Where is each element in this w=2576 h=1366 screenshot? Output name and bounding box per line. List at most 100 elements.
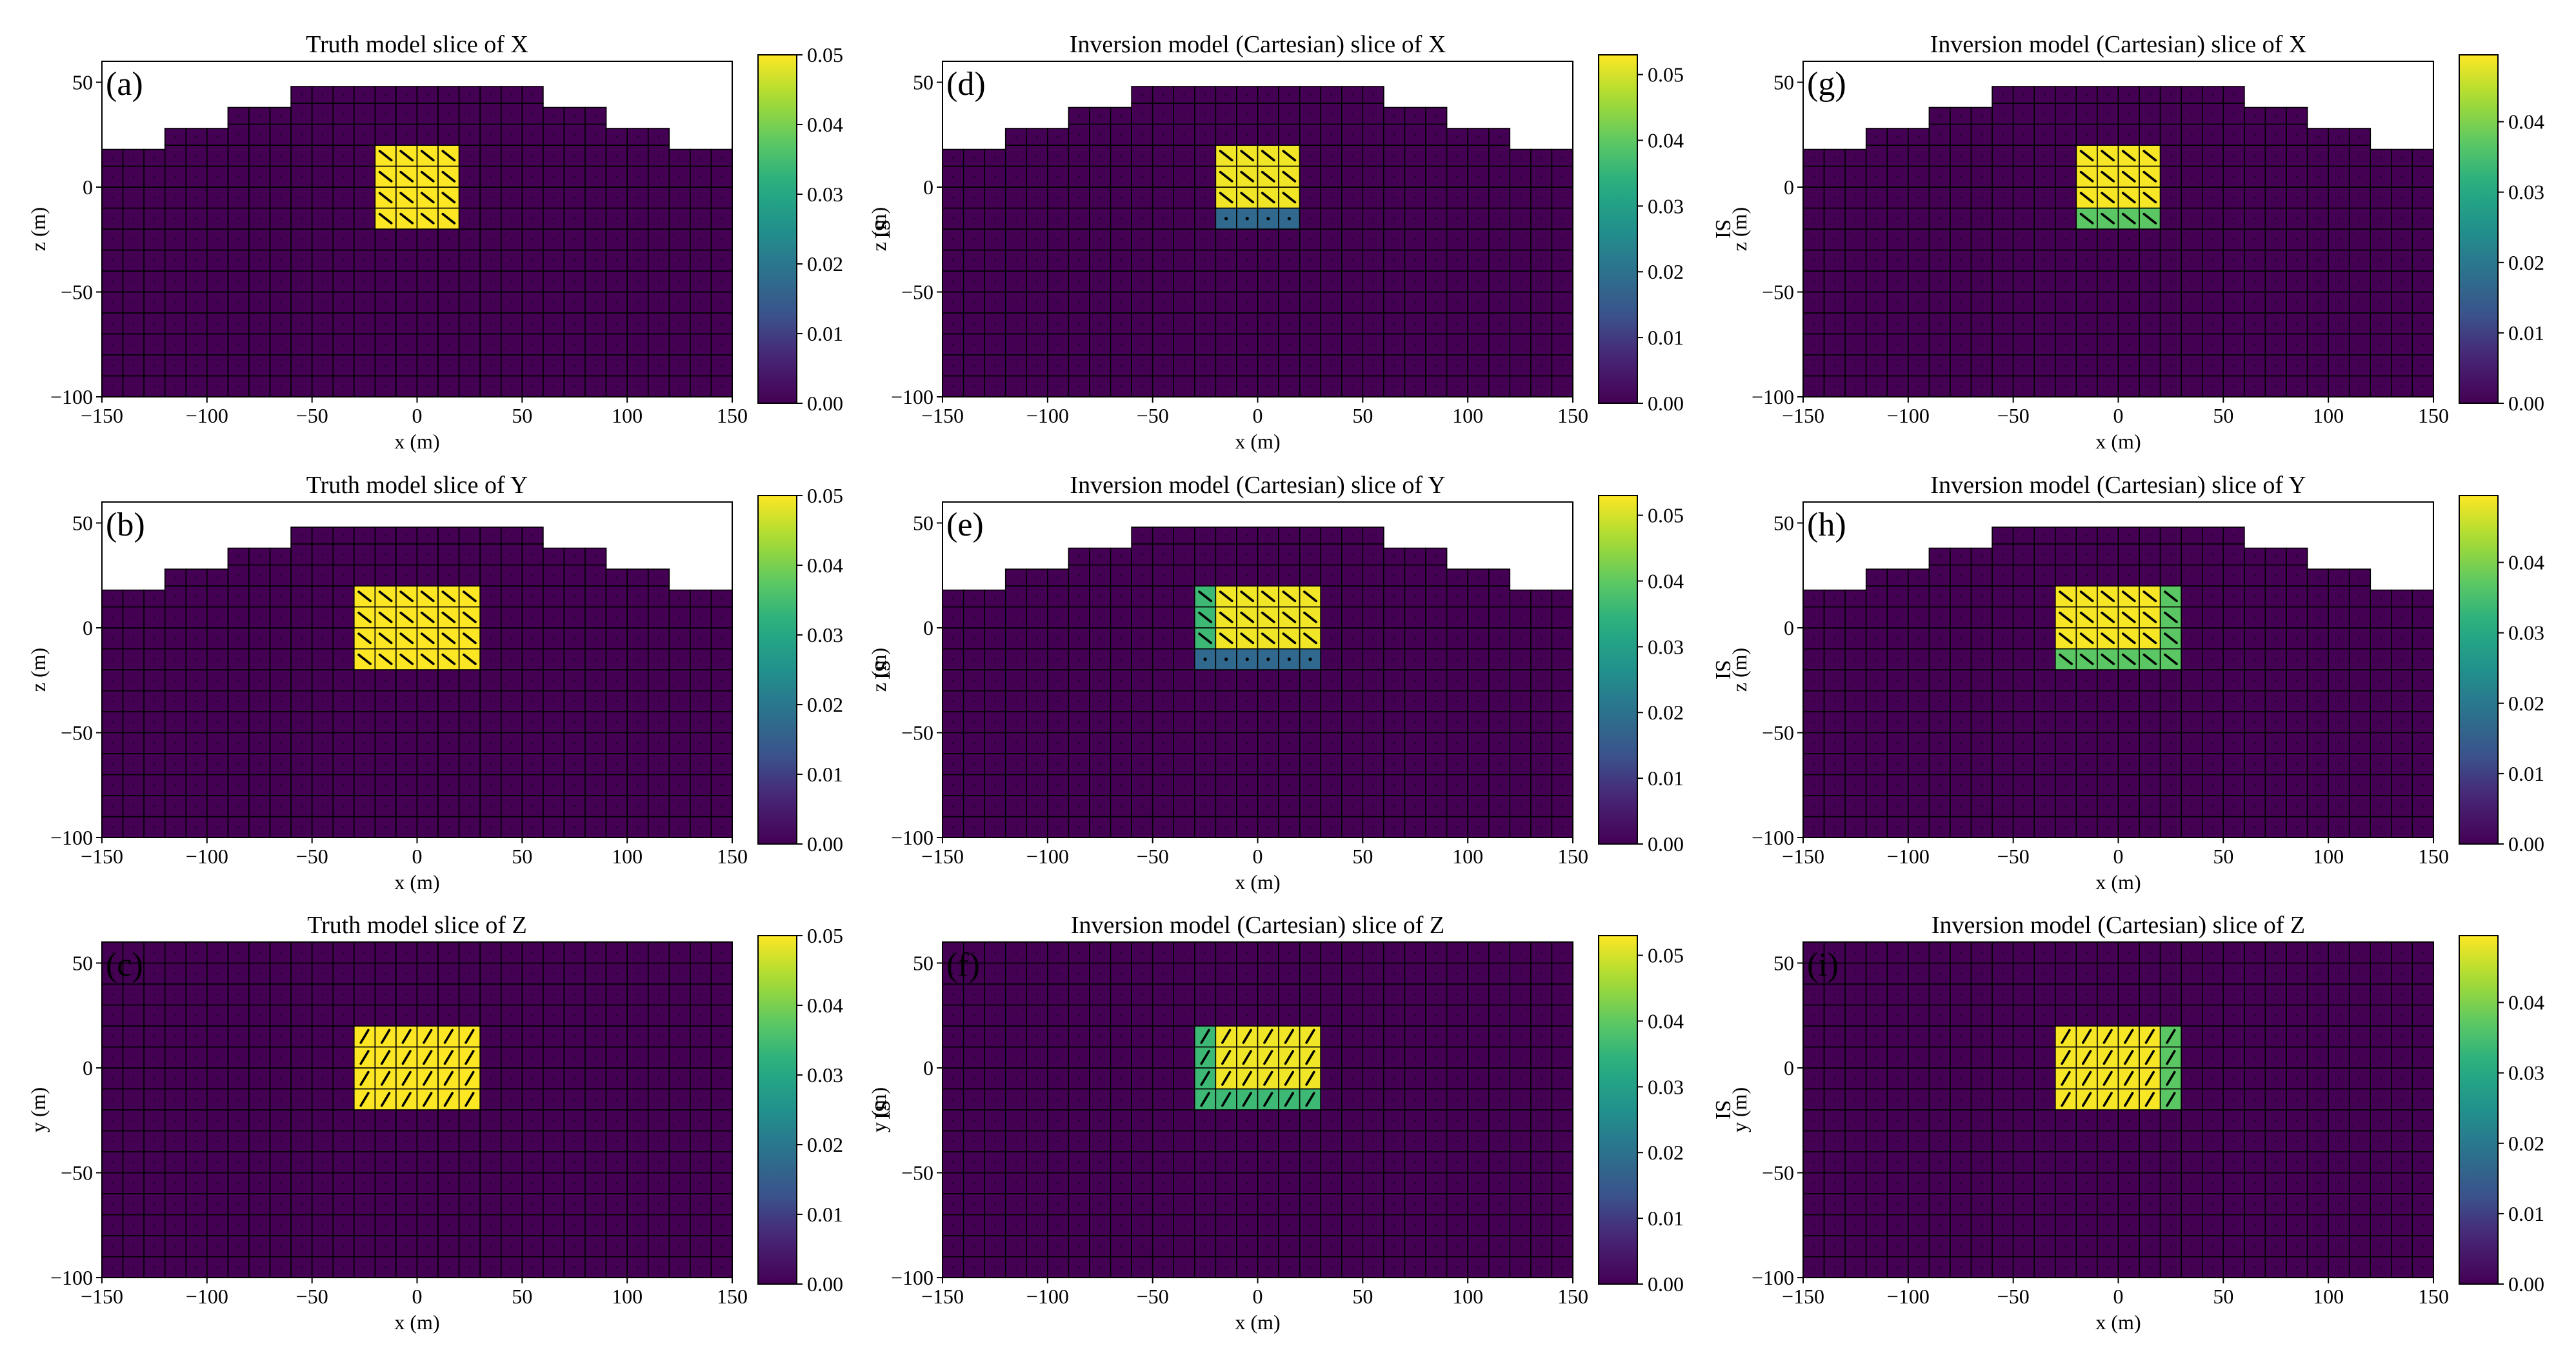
vector-dot (490, 322, 492, 325)
vector-dot (1246, 134, 1248, 136)
magnetization-arrow (420, 590, 435, 603)
vector-dot (301, 1182, 303, 1185)
vector-dot (1224, 658, 1228, 661)
vector-dot (111, 1014, 114, 1017)
vector-dot (595, 1182, 597, 1185)
vector-dot (301, 1266, 303, 1269)
vector-dot (343, 595, 344, 598)
magnetization-arrow (378, 653, 393, 665)
vector-dot (279, 721, 282, 723)
vector-dot (132, 364, 135, 367)
vector-dot (721, 1245, 723, 1247)
vector-dot (679, 1035, 681, 1038)
vector-dot (343, 721, 344, 723)
vector-dot (343, 700, 344, 703)
vector-dot (1288, 721, 1290, 723)
vector-dot (448, 553, 450, 556)
vector-dot (1204, 134, 1206, 136)
vector-dot (1393, 385, 1395, 388)
vector-dot (384, 343, 386, 346)
vector-dot (216, 742, 219, 745)
vector-dot (1183, 301, 1185, 304)
y-axis-label: z (m) (867, 648, 890, 692)
vector-dot (1561, 742, 1564, 745)
vector-dot (1372, 805, 1374, 807)
vector-dot (1078, 595, 1080, 598)
vector-dot (973, 805, 975, 807)
vector-dot (154, 217, 155, 220)
vector-dot (1036, 238, 1038, 241)
vector-dot (426, 94, 429, 96)
vector-dot (1162, 595, 1164, 598)
plot-area (943, 942, 1573, 1278)
vector-dot (510, 1098, 513, 1101)
model-cell (1530, 711, 1553, 734)
vector-dot (321, 112, 324, 115)
vector-dot (1288, 112, 1290, 115)
plot-area (943, 86, 1573, 397)
vector-dot (1141, 553, 1143, 556)
magnetization-arrow (441, 632, 456, 645)
vector-dot (279, 826, 282, 829)
vector-dot (111, 972, 114, 975)
magnetization-arrow (1261, 192, 1275, 204)
vector-dot (1183, 154, 1185, 157)
vector-dot (1519, 176, 1521, 178)
vector-dot (279, 385, 282, 388)
y-tick-label: −100 (891, 826, 934, 849)
vector-dot (1540, 343, 1543, 346)
magnetization-arrow (420, 611, 435, 623)
vector-dot (174, 1098, 177, 1101)
vector-dot (279, 176, 282, 178)
vector-dot (595, 259, 597, 262)
vector-dot (532, 176, 534, 178)
vector-dot (1540, 176, 1543, 178)
vector-dot (132, 280, 135, 283)
vector-dot (1183, 805, 1185, 807)
x-tick-label: −100 (186, 404, 228, 427)
vector-dot (301, 280, 303, 283)
vector-dot (657, 301, 660, 304)
vector-dot (1099, 679, 1101, 681)
vector-dot (154, 1014, 155, 1017)
vector-dot (279, 1035, 282, 1038)
vector-dot (1015, 1035, 1017, 1038)
vector-dot (258, 784, 261, 787)
vector-dot (216, 1140, 219, 1143)
vector-dot (1372, 658, 1374, 661)
vector-dot (321, 1266, 324, 1269)
colorbar-tick-label: 0.04 (807, 113, 843, 136)
vector-dot (1015, 1140, 1017, 1143)
vector-dot (1498, 238, 1501, 241)
vector-dot (111, 679, 114, 681)
vector-dot (1078, 805, 1080, 807)
vector-dot (1120, 1266, 1123, 1269)
x-axis-label: x (m) (1235, 870, 1280, 894)
vector-dot (301, 595, 303, 598)
vector-dot (1099, 826, 1101, 829)
vector-dot (279, 196, 282, 199)
vector-dot (321, 658, 324, 661)
vector-dot (384, 826, 386, 829)
x-tick-label: 50 (512, 845, 532, 868)
vector-dot (657, 972, 660, 975)
vector-dot (1246, 301, 1248, 304)
vector-dot (510, 1077, 513, 1080)
vector-dot (1099, 364, 1101, 367)
vector-dot (1183, 658, 1185, 661)
vector-dot (405, 534, 408, 537)
vector-dot (637, 1182, 639, 1185)
vector-dot (1287, 658, 1291, 661)
vector-dot (1498, 176, 1501, 178)
vector-dot (595, 595, 597, 598)
vector-dot (279, 134, 282, 136)
vector-dot (973, 993, 975, 996)
vector-dot (448, 238, 450, 241)
model-cell (521, 165, 544, 188)
vector-dot (468, 763, 471, 765)
vector-dot (1162, 217, 1164, 220)
vector-dot (1120, 115, 1123, 117)
vector-dot (1519, 637, 1521, 639)
vector-dot (994, 700, 996, 703)
vector-dot (1225, 574, 1227, 577)
